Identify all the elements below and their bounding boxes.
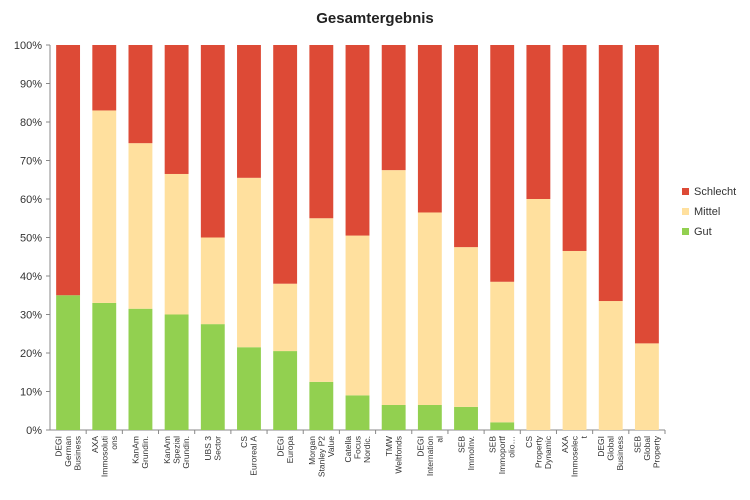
x-category-label: SEBGlobalProperty [632, 435, 661, 468]
bar-segment-gut [273, 351, 298, 430]
y-tick-label: 0% [26, 425, 42, 437]
bar-segment-gut [381, 404, 406, 430]
bar-segment-mittel [490, 281, 515, 423]
bar-segment-gut [92, 302, 117, 430]
bar-segment-schlecht [526, 45, 551, 199]
bar-segment-mittel [237, 177, 261, 348]
x-category-label: DEGIGermanBusiness [54, 436, 83, 471]
y-tick-label: 70% [20, 156, 42, 168]
y-tick-label: 50% [20, 233, 42, 245]
bar-segment-mittel [345, 235, 370, 396]
x-category-label: CSEuroreal A [239, 436, 259, 476]
bar-segment-mittel [309, 218, 334, 382]
y-tick-label: 30% [20, 310, 42, 322]
bar-segment-schlecht [490, 45, 515, 282]
bar-segment-schlecht [128, 45, 153, 144]
x-category-label: DEGIEuropa [275, 436, 295, 464]
bar-segment-mittel [417, 212, 442, 405]
y-tick-label: 60% [20, 194, 42, 206]
bar-segment-mittel [454, 247, 478, 407]
x-category-label: AXAImmosolutions [90, 436, 119, 477]
y-tick-label: 100% [14, 40, 42, 52]
bar-segment-schlecht [92, 45, 117, 111]
y-tick-label: 80% [20, 117, 42, 129]
x-category-label: DEGIGlobalBusiness [596, 436, 625, 471]
y-tick-label: 20% [20, 348, 42, 360]
bar-segment-gut [345, 395, 370, 430]
bar-segment-gut [164, 314, 189, 430]
x-category-label: TMWWeltfonds [384, 436, 404, 474]
bar-segment-schlecht [454, 45, 478, 248]
bar-segment-mittel [562, 250, 587, 430]
bar-segment-schlecht [381, 45, 406, 171]
x-category-label: KanAmGrundin. [131, 436, 151, 469]
legend-label-schlecht: Schlecht [694, 186, 736, 198]
bar-segment-schlecht [345, 45, 370, 236]
bar-segment-schlecht [273, 45, 298, 284]
legend-swatch-schlecht [682, 188, 689, 195]
bar-segment-mittel [128, 143, 153, 309]
bar-segment-gut [417, 404, 442, 430]
x-category-label: CatellaFocusNordic. [343, 436, 372, 463]
bar-segment-schlecht [200, 45, 225, 238]
x-category-label: AXAImmoselect [560, 435, 589, 477]
bar-segment-mittel [200, 237, 225, 325]
bar-segment-gut [200, 324, 225, 430]
bar-segment-mittel [634, 343, 659, 430]
bar-segment-schlecht [237, 45, 261, 178]
legend-swatch-gut [682, 228, 689, 235]
y-tick-label: 10% [20, 387, 42, 399]
legend-label-gut: Gut [694, 226, 712, 238]
x-category-label: DEGIInternational [415, 436, 444, 476]
bar-segment-mittel [526, 199, 551, 430]
bar-segment-gut [237, 347, 261, 430]
bar-segment-mittel [92, 110, 117, 303]
bar-segment-mittel [164, 173, 189, 315]
legend-swatch-mittel [682, 208, 689, 215]
y-tick-label: 40% [20, 271, 42, 283]
bar-segment-schlecht [56, 45, 81, 296]
bar-segment-mittel [598, 301, 623, 430]
bar-segment-schlecht [562, 45, 587, 251]
bar-segment-schlecht [634, 45, 659, 344]
bar-segment-mittel [273, 283, 298, 352]
y-tick-label: 90% [20, 79, 42, 91]
chart-title: Gesamtergebnis [316, 10, 434, 27]
x-category-label: UBS 3Sector [203, 436, 223, 461]
bar-segment-schlecht [598, 45, 623, 302]
x-category-label: SEBImmoInv. [456, 436, 476, 471]
bar-segment-gut [128, 308, 153, 430]
x-category-label: MorganStanley P2Value [307, 436, 336, 477]
bar-segment-schlecht [164, 45, 189, 174]
bar-segment-gut [56, 295, 81, 430]
bar-segment-schlecht [309, 45, 334, 219]
x-category-label: KanAmSpezialGrundin. [162, 436, 191, 469]
bar-segment-gut [454, 406, 478, 430]
x-category-label: CSPropertyDynamic [524, 435, 553, 469]
bar-segment-schlecht [417, 45, 442, 213]
legend-label-mittel: Mittel [694, 206, 720, 218]
x-category-label: SEBImmoportfolio… [488, 435, 517, 474]
bar-segment-gut [309, 381, 334, 430]
bar-segment-mittel [381, 170, 406, 405]
bar-segment-gut [490, 422, 515, 430]
